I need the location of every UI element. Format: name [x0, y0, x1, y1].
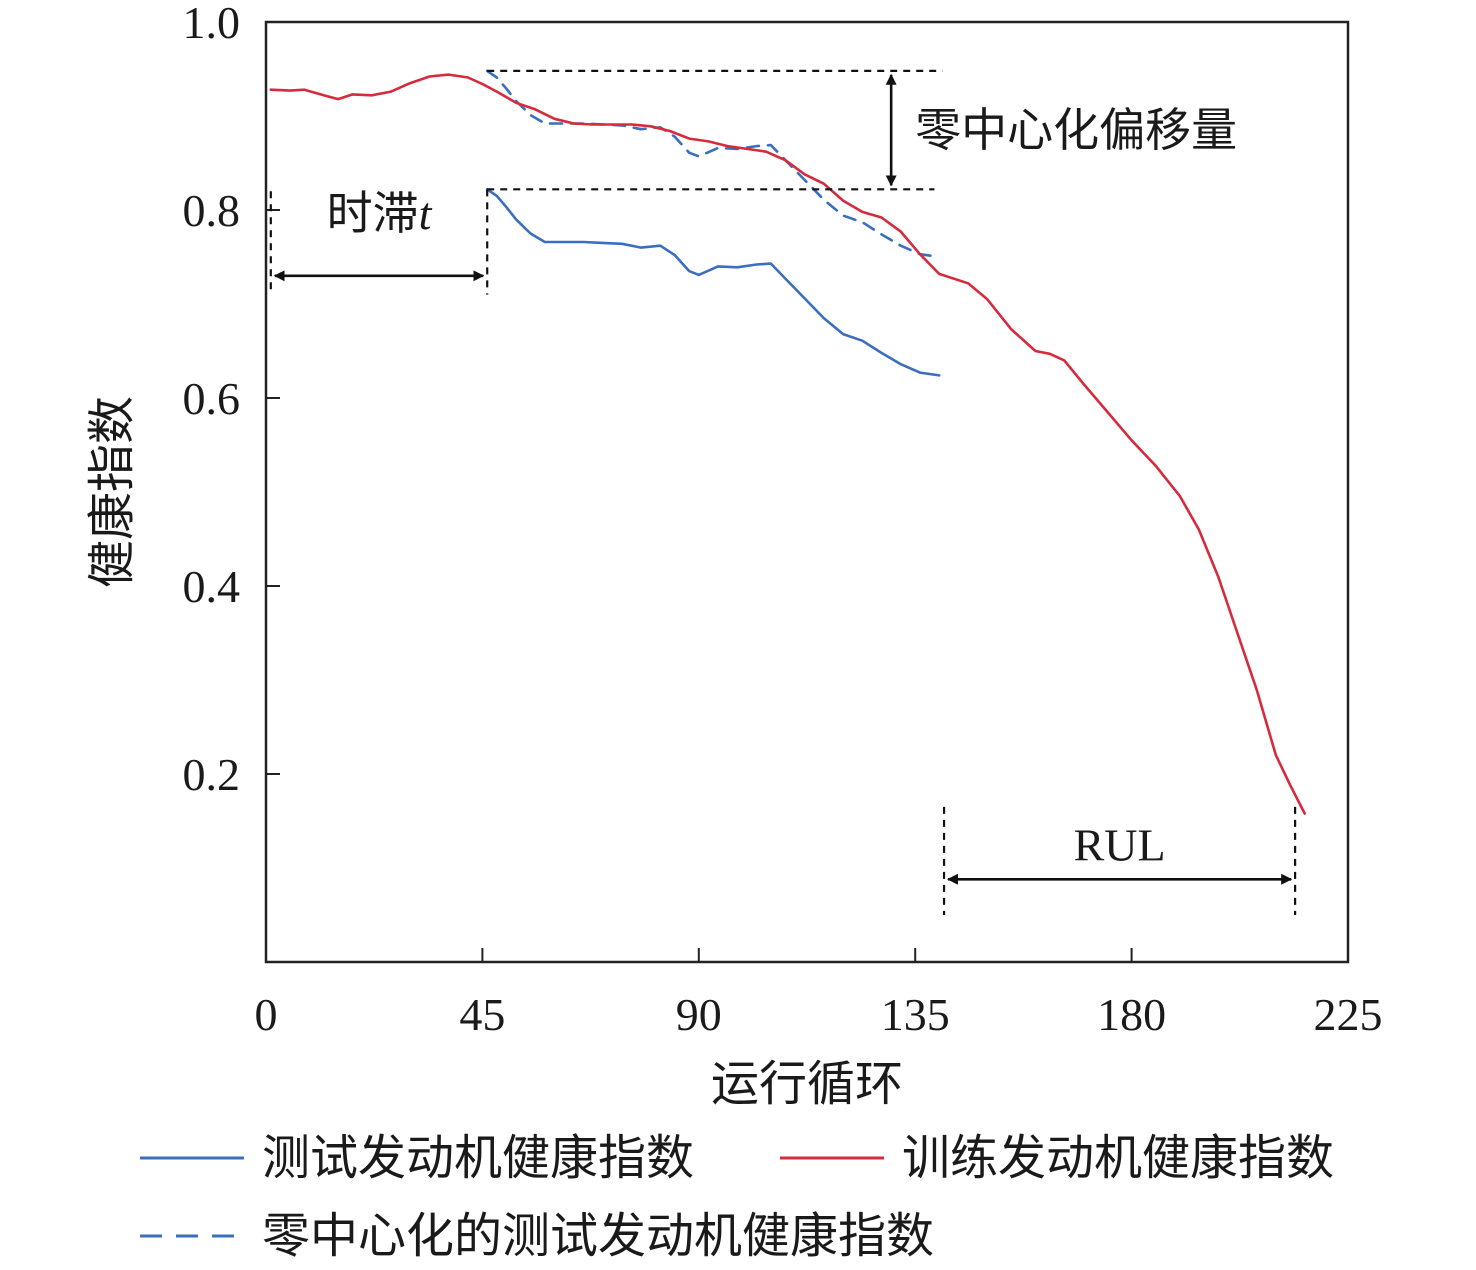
- time-lag-variable: t: [419, 188, 433, 239]
- rul-label: RUL: [1074, 820, 1166, 871]
- series-centered-test-line: [485, 69, 941, 259]
- y-tick-label: 0.8: [183, 185, 241, 236]
- y-tick-label: 0.4: [183, 561, 241, 612]
- series-layer: [269, 69, 1306, 815]
- series-test-engine-line: [485, 188, 941, 377]
- y-axis-title: 健康指数: [86, 396, 139, 588]
- legend-label-test: 测试发动机健康指数: [262, 1132, 694, 1185]
- x-tick-label: 180: [1097, 989, 1166, 1040]
- offset-label: 零中心化偏移量: [915, 105, 1237, 156]
- legend-label-centered: 零中心化的测试发动机健康指数: [262, 1210, 934, 1263]
- annotation-layer: 时滞t 零中心化偏移量 RUL: [269, 69, 1297, 915]
- x-axis-title: 运行循环: [711, 1058, 903, 1111]
- y-axis: 0.2 0.4 0.6 0.8 1.0: [183, 0, 280, 800]
- series-train-engine-line: [269, 73, 1306, 815]
- x-tick-label: 225: [1314, 989, 1383, 1040]
- y-tick-label: 0.6: [183, 373, 241, 424]
- x-tick-label: 0: [255, 989, 278, 1040]
- x-tick-label: 135: [881, 989, 950, 1040]
- plot-frame: [264, 20, 1350, 964]
- x-axis: 0 45 90 135 180 225: [255, 948, 1383, 1040]
- time-lag-label: 时滞t: [327, 188, 433, 239]
- x-tick-label: 90: [676, 989, 722, 1040]
- y-tick-label: 0.2: [183, 749, 241, 800]
- y-tick-label: 1.0: [183, 0, 241, 48]
- x-tick-label: 45: [459, 989, 505, 1040]
- legend-label-train: 训练发动机健康指数: [902, 1132, 1334, 1185]
- legend: 测试发动机健康指数 训练发动机健康指数 零中心化的测试发动机健康指数: [140, 1132, 1334, 1263]
- plot-area: [264, 20, 1350, 964]
